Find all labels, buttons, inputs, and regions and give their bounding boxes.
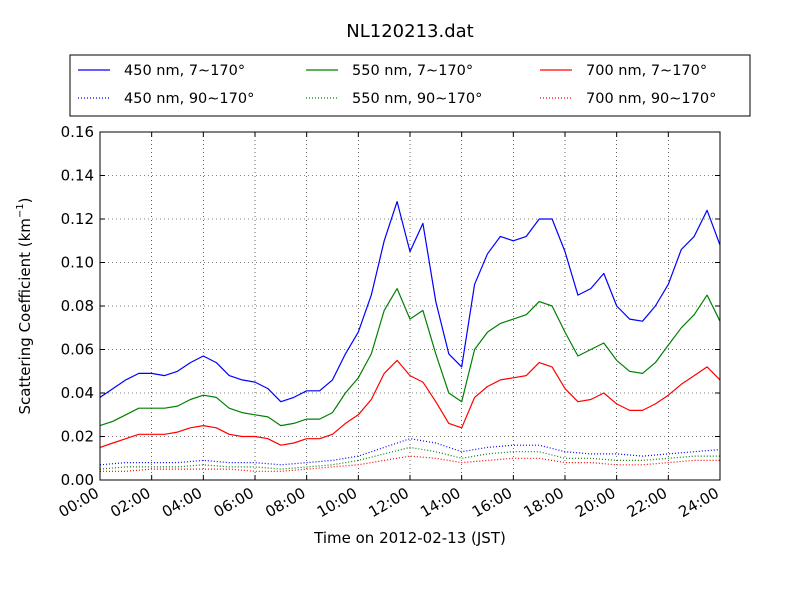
series-line — [99, 288, 721, 427]
series-layer — [99, 201, 721, 472]
y-axis-label-main: Scattering Coefficient (km — [16, 218, 34, 414]
legend-label: 450 nm, 90∼170° — [124, 91, 254, 107]
x-axis-label: Time on 2012-02-13 (JST) — [313, 529, 506, 547]
y-axis-label: Scattering Coefficient (km−1) — [15, 197, 34, 414]
y-tick-label: 0.10 — [61, 254, 94, 272]
chart-title: NL120213.dat — [346, 21, 473, 42]
y-tick-label: 0.16 — [61, 123, 94, 141]
y-tick-label: 0.00 — [61, 471, 94, 489]
y-tick-label: 0.12 — [61, 210, 94, 228]
series-line — [99, 359, 721, 448]
y-axis-label-close: ) — [16, 197, 34, 203]
y-tick-label: 0.02 — [61, 428, 94, 446]
series-line — [99, 446, 720, 470]
y-axis-label-superscript: −1 — [15, 203, 26, 218]
y-tick-label: 0.04 — [61, 384, 94, 402]
series-line — [99, 201, 721, 403]
legend-label: 450 nm, 7∼170° — [124, 63, 245, 79]
legend-label: 700 nm, 7∼170° — [586, 63, 707, 79]
y-tick-label: 0.06 — [61, 341, 94, 359]
legend-label: 550 nm, 7∼170° — [352, 63, 473, 79]
legend-label: 700 nm, 90∼170° — [586, 91, 716, 107]
y-tick-label: 0.08 — [61, 297, 94, 315]
legend-box — [69, 54, 751, 117]
legend: 450 nm, 7∼170° 550 nm, 7∼170° 700 nm, 7∼17… — [69, 54, 751, 117]
legend-label: 550 nm, 90∼170° — [352, 91, 482, 107]
y-tick-label: 0.14 — [61, 167, 94, 185]
